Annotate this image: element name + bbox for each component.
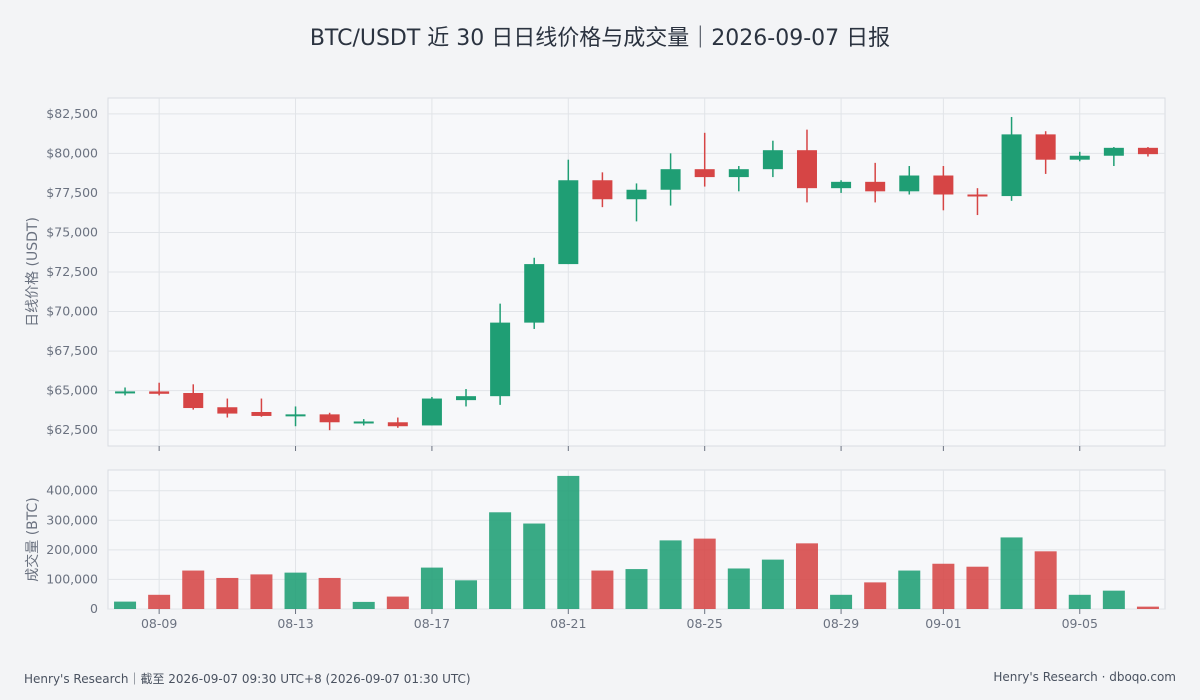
x-tick-label: 08-17 bbox=[414, 616, 450, 631]
x-tick-label: 08-25 bbox=[687, 616, 723, 631]
volume-bar bbox=[761, 559, 784, 609]
x-tick-label: 08-13 bbox=[277, 616, 313, 631]
candle-body bbox=[831, 181, 852, 189]
chart-title: BTC/USDT 近 30 日日线价格与成交量｜2026-09-07 日报 bbox=[309, 26, 891, 51]
volume-tick-label: 0 bbox=[90, 601, 98, 616]
candle-body bbox=[558, 180, 579, 265]
volume-tick-label: 200,000 bbox=[46, 542, 98, 557]
candle-body bbox=[149, 391, 170, 394]
candle-body bbox=[1103, 147, 1124, 156]
price-panel-ylabel: 日线价格 (USDT) bbox=[25, 217, 41, 327]
volume-bar bbox=[1068, 594, 1091, 609]
volume-bar bbox=[352, 601, 375, 609]
x-tick-label: 09-05 bbox=[1062, 616, 1098, 631]
volume-bar bbox=[1000, 537, 1023, 609]
candle-body bbox=[626, 189, 647, 200]
candle-body bbox=[387, 422, 408, 427]
price-tick-label: $65,000 bbox=[46, 383, 98, 398]
volume-panel-ylabel: 成交量 (BTC) bbox=[24, 497, 41, 582]
candle-body bbox=[319, 414, 340, 423]
volume-bar bbox=[1034, 551, 1057, 609]
price-tick-label: $77,500 bbox=[46, 185, 98, 200]
volume-bar bbox=[727, 568, 750, 609]
volume-bar bbox=[455, 580, 478, 609]
volume-bar bbox=[864, 582, 887, 609]
candle-body bbox=[762, 150, 783, 170]
footer-brand: Henry's Research · dboqo.com bbox=[993, 670, 1176, 684]
volume-bar bbox=[659, 540, 682, 609]
volume-bar bbox=[1102, 590, 1125, 609]
volume-bar bbox=[932, 563, 955, 609]
candle-body bbox=[251, 411, 272, 416]
volume-tick-label: 300,000 bbox=[46, 512, 98, 527]
candle-body bbox=[285, 414, 306, 417]
price-panel: $62,500 $65,000 $67,500 $70,000 $72,500 $75,0… bbox=[25, 97, 1166, 451]
volume-bar bbox=[318, 577, 341, 609]
price-tick-label: $82,500 bbox=[46, 106, 98, 121]
candle-body bbox=[421, 398, 442, 426]
volume-bar bbox=[250, 574, 273, 609]
x-tick-label: 08-21 bbox=[550, 616, 586, 631]
candle-body bbox=[1001, 134, 1022, 197]
candle-body bbox=[592, 180, 613, 200]
candle-body bbox=[967, 194, 988, 197]
price-tick-label: $70,000 bbox=[46, 304, 98, 319]
price-tick-label: $67,500 bbox=[46, 343, 98, 358]
candle-body bbox=[1137, 147, 1158, 155]
candle-body bbox=[694, 169, 715, 178]
volume-tick-label: 400,000 bbox=[46, 483, 98, 498]
volume-panel: 0 100,000 200,000 300,000 400,000 成交量 (BTC) 08… bbox=[24, 469, 1166, 631]
candle-body bbox=[183, 393, 204, 409]
candle-body bbox=[353, 421, 374, 424]
x-tick-label: 08-29 bbox=[823, 616, 859, 631]
candle-body bbox=[1035, 134, 1056, 160]
candle-body bbox=[217, 407, 238, 414]
price-tick-label: $72,500 bbox=[46, 264, 98, 279]
candle-body bbox=[899, 175, 920, 192]
candle-body bbox=[490, 322, 511, 397]
price-tick-label: $80,000 bbox=[46, 145, 98, 160]
candle-body bbox=[1069, 155, 1090, 160]
volume-bar bbox=[625, 569, 648, 609]
x-tick-label: 09-01 bbox=[925, 616, 961, 631]
volume-bar bbox=[795, 543, 818, 609]
volume-bar bbox=[489, 512, 512, 609]
volume-bar bbox=[284, 572, 307, 609]
volume-tick-label: 100,000 bbox=[46, 571, 98, 586]
volume-bar bbox=[114, 601, 137, 609]
volume-bar bbox=[830, 594, 853, 609]
candle-body bbox=[456, 396, 477, 401]
candle-body bbox=[933, 175, 954, 195]
volume-bar bbox=[182, 570, 205, 609]
price-tick-label: $75,000 bbox=[46, 224, 98, 239]
footer-source: Henry's Research｜截至 2026-09-07 09:30 UTC… bbox=[24, 672, 471, 686]
x-tick-label: 08-09 bbox=[141, 616, 177, 631]
volume-bar bbox=[693, 538, 716, 609]
volume-bar bbox=[966, 566, 989, 609]
volume-bar bbox=[591, 570, 614, 609]
candle-body bbox=[660, 169, 681, 190]
candle-body bbox=[115, 391, 136, 394]
candle-body bbox=[796, 150, 817, 189]
volume-bar bbox=[420, 567, 443, 609]
volume-bar bbox=[386, 596, 409, 609]
candle-body bbox=[524, 264, 545, 323]
volume-bar bbox=[1136, 606, 1159, 609]
volume-bar bbox=[148, 594, 171, 609]
volume-bar bbox=[523, 523, 546, 609]
price-tick-label: $62,500 bbox=[46, 422, 98, 437]
volume-bar bbox=[898, 570, 921, 609]
volume-bar bbox=[557, 475, 580, 609]
volume-bar bbox=[216, 577, 239, 609]
candle-body bbox=[728, 169, 749, 178]
candle-body bbox=[865, 181, 886, 192]
